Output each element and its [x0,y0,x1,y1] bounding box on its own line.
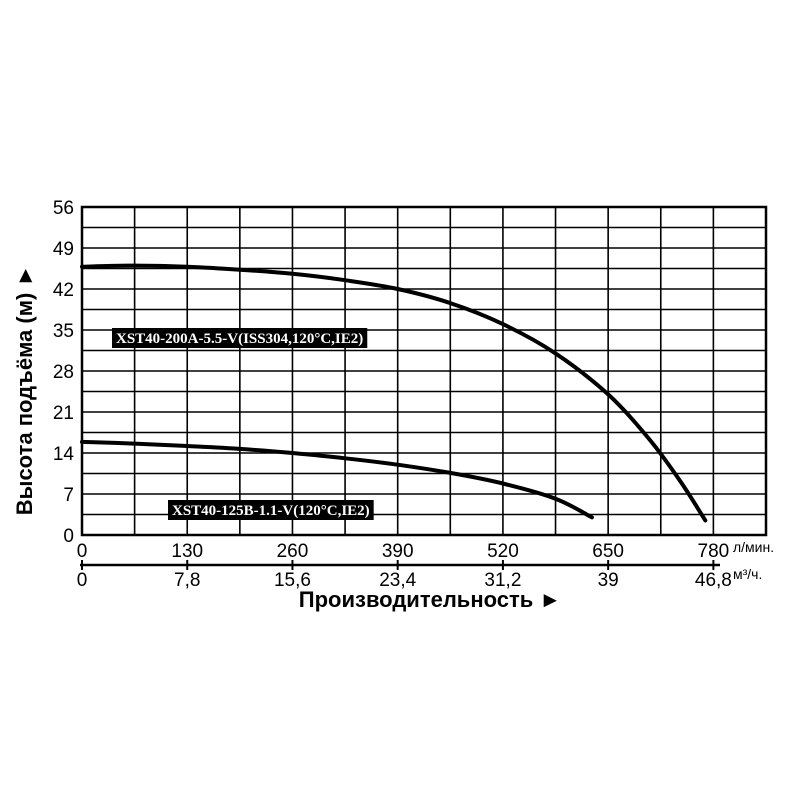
x-tick-labels-primary: 0 130 260 390 520 650 780 [77,541,730,562]
y-tick-label: 49 [53,239,74,260]
chart-grid [80,205,768,537]
y-tick-labels: 0 7 14 21 28 35 42 49 56 [53,198,75,547]
y-tick-label: 35 [53,321,74,342]
x-tick-label-primary: 650 [592,541,624,562]
series-name-2: XST40-125B-1.1-V(120°C,IE2) [172,503,370,519]
x-tick-label-secondary: 39 [598,570,619,591]
x-unit-secondary: м³/ч. [733,566,762,582]
y-tick-label: 56 [53,198,74,219]
x-tick-label-secondary: 7,8 [174,570,200,591]
x-tick-label-secondary: 46,8 [695,570,732,591]
curve-labels: XST40-200A-5.5-V(ISS304,120°C,IE2) XST40-… [112,328,374,520]
curve-label-1: XST40-200A-5.5-V(ISS304,120°C,IE2) [112,328,368,348]
x-tick-labels-secondary: 0 7,8 15,6 23,4 31,2 39 46,8 [77,560,732,591]
series-name-1: XST40-200A-5.5-V(ISS304,120°C,IE2) [116,331,363,347]
y-tick-label: 14 [53,444,75,465]
x-tick-label-secondary: 0 [77,570,88,591]
y-tick-label: 42 [53,280,74,301]
x-tick-label-primary: 390 [382,541,414,562]
curve-label-box [112,328,368,348]
chart-curves [80,263,708,523]
curve-label-box [168,500,374,520]
x-tick-label-primary: 0 [77,541,88,562]
curve-label-2: XST40-125B-1.1-V(120°C,IE2) [168,500,374,520]
series-line-1 [80,263,708,523]
y-tick-label: 0 [63,526,74,547]
y-axis-title: Высота подъёма (м) ► [12,265,37,515]
plot-frame [80,205,768,537]
x-tick-label-secondary: 15,6 [274,570,311,591]
x-tick-label-primary: 780 [698,541,730,562]
x-tick-label-primary: 260 [277,541,309,562]
y-tick-label: 28 [53,362,74,383]
x-tick-label-secondary: 31,2 [484,570,521,591]
x-tick-label-secondary: 23,4 [379,570,416,591]
x-unit-primary: л/мин. [733,539,774,555]
series-line-2 [80,439,594,520]
y-tick-label: 7 [63,485,74,506]
x-tick-label-primary: 130 [171,541,203,562]
x-tick-label-primary: 520 [487,541,519,562]
x-axis-title: Производительность ► [299,587,561,612]
y-tick-label: 21 [53,403,74,424]
